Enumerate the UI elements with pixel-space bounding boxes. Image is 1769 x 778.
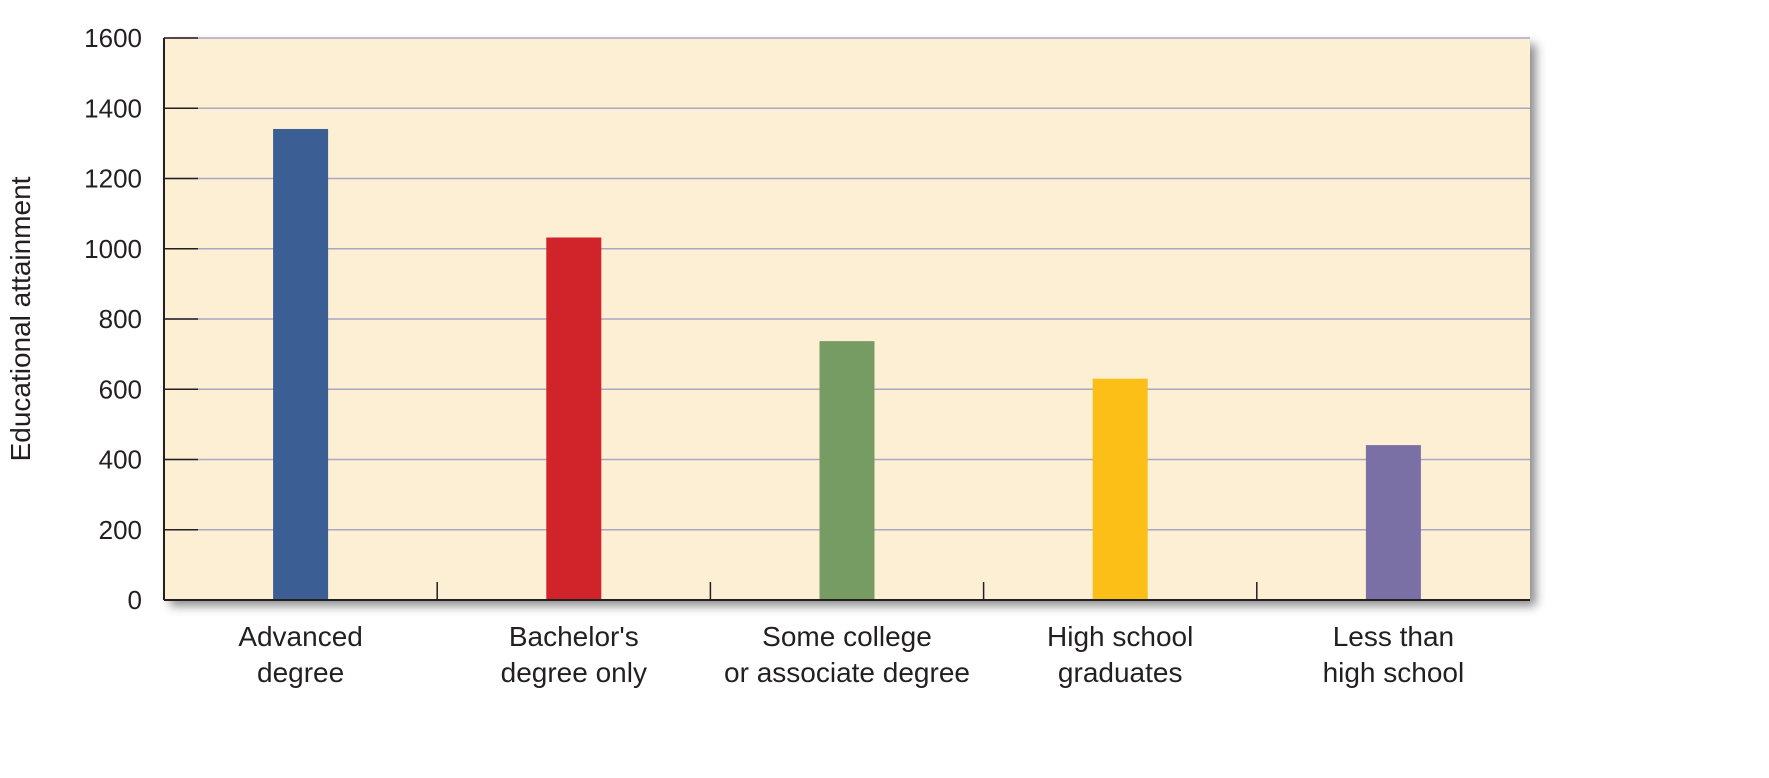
y-axis-title: Educational attainment [5, 176, 36, 461]
y-tick-label: 1200 [84, 164, 142, 194]
y-tick-label: 0 [128, 585, 142, 615]
y-tick-label: 1600 [84, 23, 142, 53]
y-tick-label: 400 [99, 445, 142, 475]
y-tick-label: 200 [99, 515, 142, 545]
y-tick-label: 600 [99, 374, 142, 404]
x-category-label: Bachelor's degree only [501, 621, 647, 688]
bar [819, 341, 875, 600]
bars [273, 128, 1421, 600]
bar [1365, 445, 1421, 600]
y-tick-labels: 0 200 400 600 800 1000 1200 1400 1600 [84, 23, 142, 615]
x-category-label: Some college or associate degree [724, 621, 970, 688]
bar [1092, 378, 1148, 600]
x-category-label: Advanced degree [238, 621, 363, 688]
axes [163, 37, 1530, 601]
x-category-label: Less than high school [1323, 621, 1465, 688]
x-category-label: High school graduates [1047, 621, 1193, 688]
y-tick-label: 1000 [84, 234, 142, 264]
bar [546, 237, 602, 600]
x-category-labels: Advanced degree Bachelor's degree only Some … [238, 621, 1464, 688]
bar [273, 128, 329, 600]
y-tick-label: 1400 [84, 93, 142, 123]
y-tick-label: 800 [99, 304, 142, 334]
